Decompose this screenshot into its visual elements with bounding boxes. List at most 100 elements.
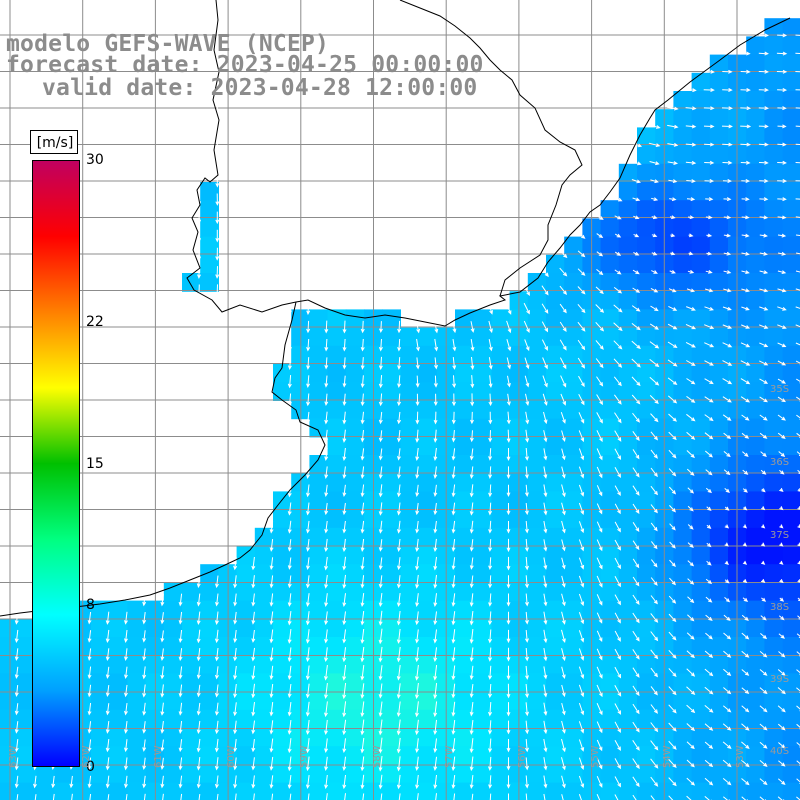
wind-arrow	[378, 375, 383, 389]
wind-arrow	[524, 538, 529, 552]
wind-speed-cell	[236, 782, 256, 800]
wind-arrow	[396, 737, 401, 754]
wind-speed-cell	[527, 418, 547, 438]
wind-speed-cell	[200, 236, 219, 256]
wind-arrow	[524, 629, 529, 643]
wind-arrow	[596, 394, 603, 406]
wind-arrow	[214, 611, 219, 625]
wind-arrow	[215, 29, 220, 43]
wind-speed-cell	[637, 200, 656, 219]
wind-speed-cell	[200, 564, 219, 583]
wind-arrow	[433, 357, 438, 370]
wind-speed-cell	[782, 746, 800, 765]
wind-arrow	[451, 393, 456, 407]
wind-arrow	[360, 683, 365, 699]
wind-speed-cell	[709, 182, 729, 201]
wind-speed-cell	[691, 145, 711, 165]
wind-speed-cell	[709, 91, 729, 110]
wind-arrow	[488, 339, 493, 352]
wind-speed-cell	[491, 473, 511, 492]
wind-arrow	[723, 614, 731, 622]
wind-speed-cell	[491, 637, 511, 656]
wind-speed-cell	[236, 600, 256, 620]
wind-arrow	[578, 448, 585, 461]
wind-arrow	[740, 69, 751, 74]
wind-arrow	[196, 720, 201, 735]
wind-arrow	[561, 684, 566, 698]
longitude-label: 54W	[662, 745, 674, 768]
wind-arrow	[777, 288, 787, 293]
wind-speed-cell	[254, 673, 274, 693]
wind-arrow	[777, 251, 787, 256]
wind-arrow	[722, 88, 733, 92]
wind-arrow	[741, 687, 750, 695]
wind-speed-cell	[345, 509, 365, 529]
wind-arrow	[160, 648, 165, 661]
wind-speed-cell	[764, 600, 784, 620]
wind-arrow	[760, 542, 766, 547]
wind-speed-cell	[782, 236, 800, 256]
longitude-label: 56W	[516, 745, 528, 768]
wind-arrow	[324, 611, 329, 626]
wind-arrow	[469, 665, 474, 680]
wind-speed-cell	[163, 691, 183, 711]
wind-speed-cell	[746, 473, 765, 492]
wind-arrow	[525, 429, 530, 443]
wind-arrow	[685, 106, 697, 111]
wind-arrow	[596, 612, 603, 624]
wind-arrow	[251, 683, 256, 699]
wind-arrow	[506, 775, 511, 789]
wind-speed-cell	[764, 182, 784, 201]
wind-arrow	[251, 629, 256, 643]
wind-speed-cell	[782, 345, 800, 365]
wind-arrow	[760, 615, 767, 621]
wind-arrow	[306, 502, 310, 516]
wind-arrow	[614, 612, 621, 624]
wind-speed-cell	[782, 546, 800, 565]
wind-arrow	[269, 702, 274, 717]
wind-speed-cell	[618, 509, 638, 529]
wind-speed-cell	[382, 564, 401, 583]
wind-arrow	[613, 196, 623, 202]
wind-speed-cell	[473, 327, 492, 347]
wind-arrow	[215, 84, 220, 97]
colorbar-tick: 0	[86, 759, 95, 775]
wind-speed-cell	[455, 509, 474, 529]
wind-arrow	[160, 702, 165, 716]
wind-arrow	[124, 611, 128, 625]
wind-arrow	[360, 357, 365, 370]
wind-arrow	[704, 686, 714, 695]
wind-speed-cell	[782, 455, 800, 474]
wind-arrow	[360, 719, 365, 736]
wind-arrow	[451, 430, 456, 443]
wind-speed-cell	[254, 582, 274, 602]
wind-arrow	[360, 665, 365, 681]
wind-arrow	[215, 284, 220, 297]
wind-arrow	[631, 305, 641, 312]
wind-speed-cell	[491, 618, 511, 638]
wind-speed-cell	[782, 728, 800, 747]
wind-speed-cell	[309, 746, 329, 765]
wind-arrow	[397, 411, 402, 425]
wind-arrow	[543, 629, 548, 644]
wind-arrow	[233, 629, 238, 643]
wind-speed-cell	[673, 400, 693, 420]
wind-arrow	[124, 703, 128, 716]
wind-arrow	[287, 665, 292, 680]
wind-arrow	[578, 721, 585, 734]
wind-arrow	[396, 628, 401, 644]
wind-arrow	[506, 484, 511, 497]
wind-arrow	[778, 633, 785, 639]
wind-arrow	[324, 683, 328, 700]
wind-speed-cell	[254, 527, 274, 547]
wind-arrow	[415, 338, 420, 352]
wind-arrow	[178, 720, 183, 734]
wind-arrow	[469, 466, 474, 479]
wind-arrow	[433, 538, 438, 553]
colorbar-unit-label: [m/s]	[36, 135, 74, 151]
wind-arrow	[124, 684, 128, 698]
wind-arrow	[596, 466, 603, 479]
wind-speed-cell	[127, 673, 147, 693]
wind-arrow	[614, 448, 622, 460]
wind-arrow	[667, 106, 679, 111]
